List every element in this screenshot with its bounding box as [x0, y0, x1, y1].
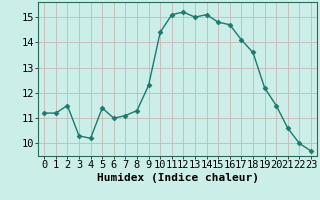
X-axis label: Humidex (Indice chaleur): Humidex (Indice chaleur) — [97, 173, 259, 183]
